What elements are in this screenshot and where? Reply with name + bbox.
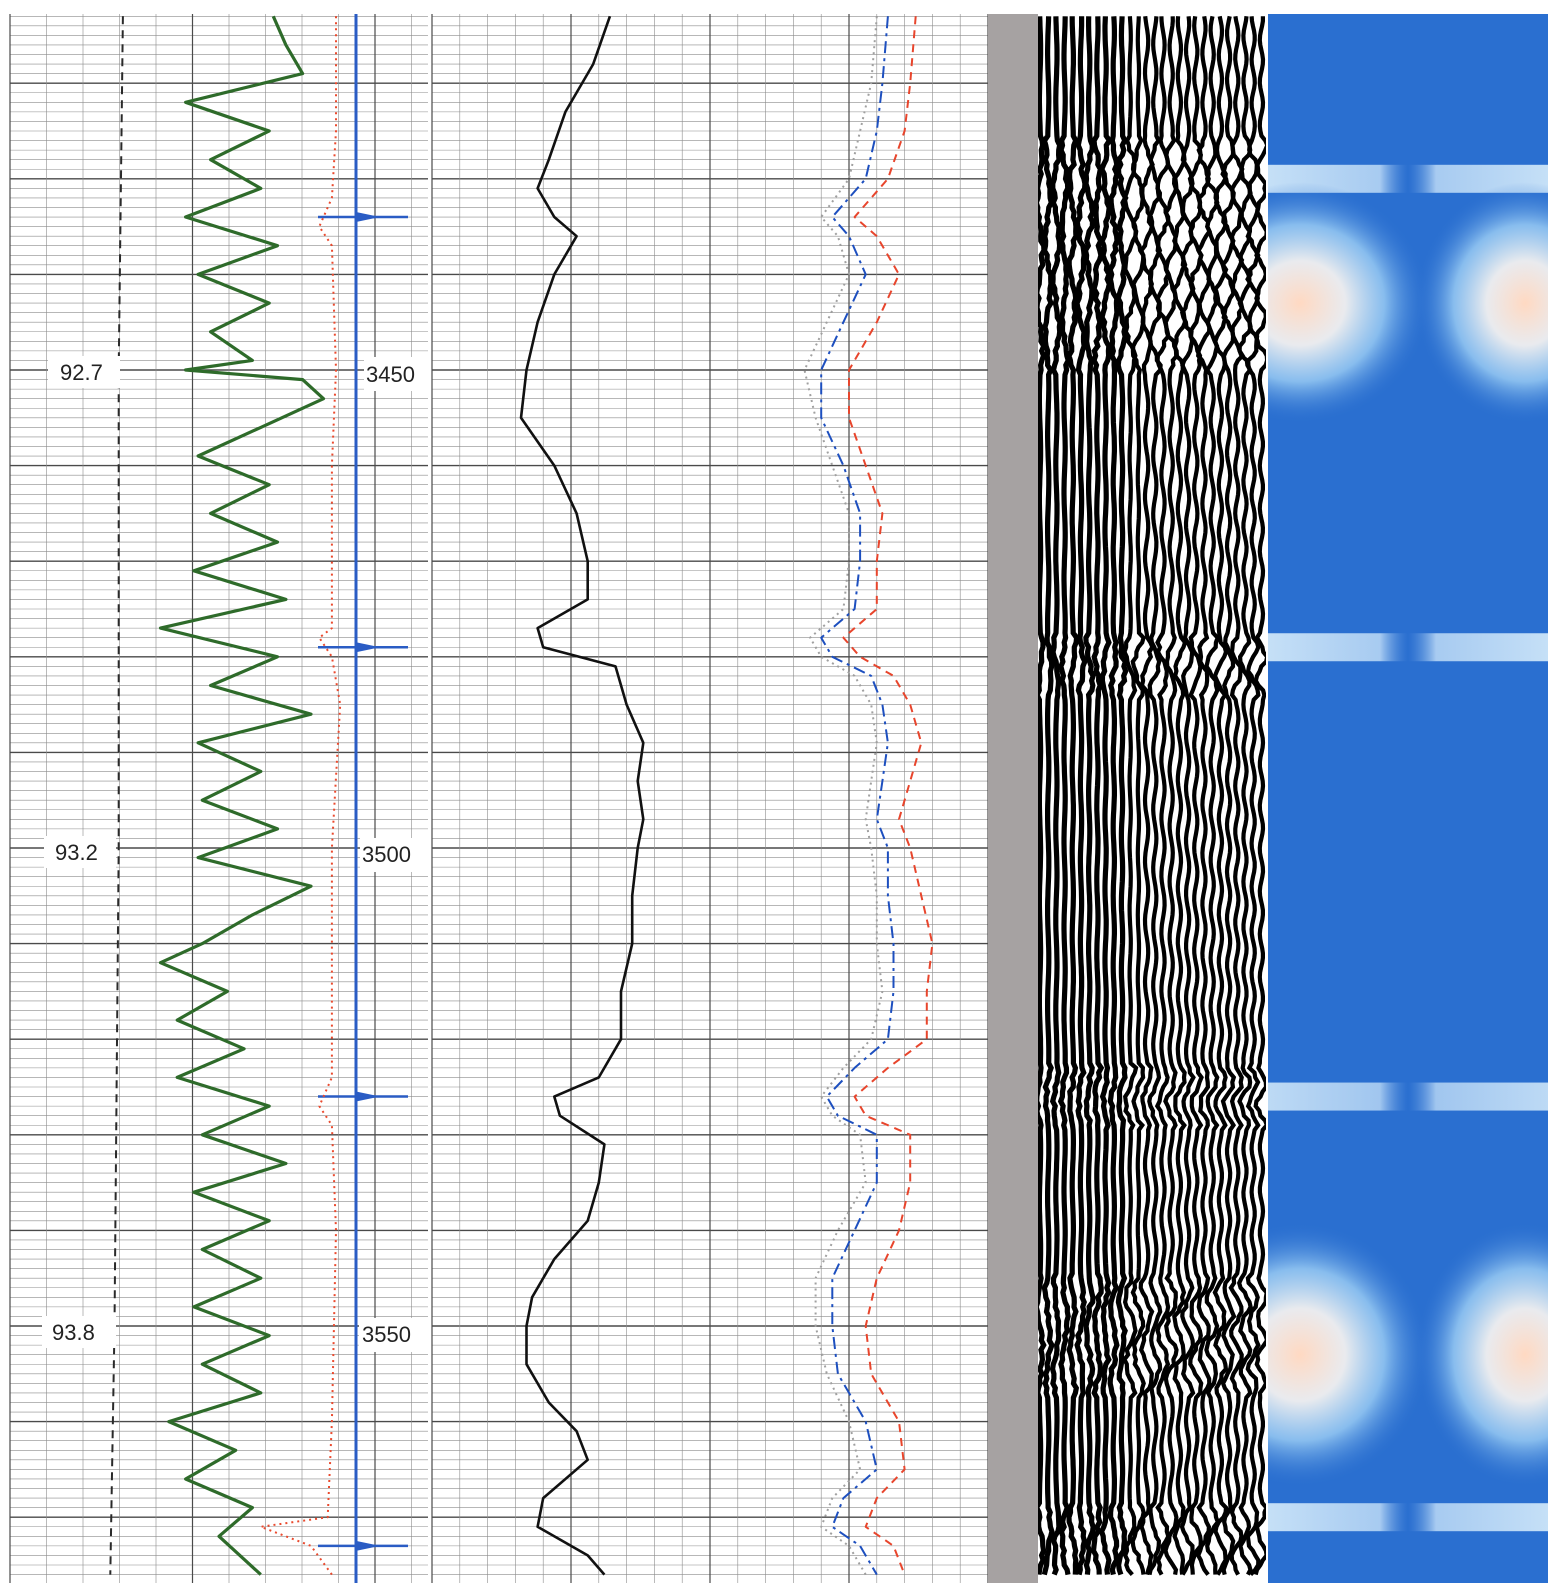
waveform-stripe [1245, 16, 1261, 1577]
waveform-gutter [988, 14, 1038, 1583]
waveform-stripe [1179, 16, 1196, 1576]
heatmap-blob-left [1268, 1222, 1430, 1488]
heatmap-band [1268, 1503, 1548, 1532]
heatmap-band [1268, 1082, 1548, 1111]
waveform-stripe [1066, 16, 1080, 1575]
heatmap-blob-right [1415, 182, 1548, 424]
waveform-stripe [1204, 15, 1221, 1575]
heatmap-blob-left [1268, 182, 1430, 424]
left-label-93-2: 93.2 [55, 840, 98, 865]
waveform-stripe [1212, 15, 1229, 1576]
waveform-stripe [1171, 16, 1188, 1575]
heatmap-track [1268, 14, 1548, 1583]
waveform-stripe [1228, 15, 1246, 1576]
waveform-track [1038, 14, 1266, 1583]
track-2 [431, 14, 989, 1583]
formation-marker-arrow [356, 1540, 380, 1551]
waveform-stripe [1082, 16, 1096, 1575]
waveform-stripe [1098, 16, 1113, 1575]
waveform-stripe [1187, 15, 1204, 1575]
formation-marker-arrow [356, 212, 380, 223]
waveform-stripe [1163, 16, 1180, 1575]
waveform-stripe [1121, 16, 1139, 1576]
track1-curve-1 [158, 15, 326, 1576]
waveform-stripe [1074, 16, 1088, 1576]
depth-label-3450: 3450 [366, 362, 415, 387]
track1-curve-2 [259, 16, 342, 1576]
track2-curve-1 [519, 15, 645, 1576]
heatmap-band [1268, 633, 1548, 662]
track2-curve-3 [820, 16, 895, 1576]
track1-curve-3 [109, 16, 124, 1575]
waveform-stripe [1038, 16, 1047, 1575]
waveform-stripe [1107, 16, 1120, 1576]
formation-marker-arrow [356, 642, 380, 653]
depth-label-3550: 3550 [362, 1322, 411, 1347]
heatmap-blob-right [1415, 1222, 1548, 1488]
waveform-stripe [1253, 16, 1266, 1576]
formation-marker-arrow [356, 1091, 380, 1102]
waveform-stripe [1115, 16, 1129, 1576]
left-axis-labels: 92.7 93.2 93.8 [42, 356, 120, 1348]
depth-axis-labels: 3450 3500 3550 [359, 357, 428, 1352]
waveform-stripe [1146, 16, 1163, 1576]
track2-curve-4 [803, 16, 884, 1576]
left-label-93-8: 93.8 [52, 1320, 95, 1345]
depth-label-3500: 3500 [362, 842, 411, 867]
waveform-stripe [1130, 16, 1146, 1575]
track2-curve-2 [842, 16, 934, 1575]
waveform-stripe [1220, 15, 1237, 1576]
waveform-stripe [1049, 16, 1063, 1576]
waveform-stripe [1090, 16, 1105, 1575]
waveform-stripe [1057, 16, 1071, 1576]
left-label-92-7: 92.7 [60, 360, 103, 385]
